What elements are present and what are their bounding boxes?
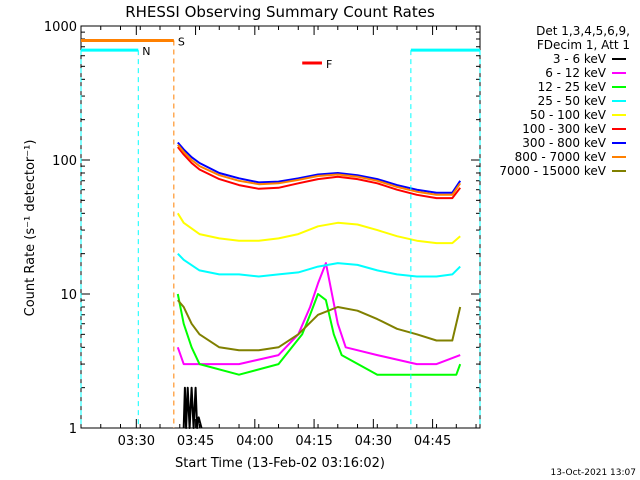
x-tick-label: 04:30: [355, 434, 392, 449]
legend-label: 50 - 100 keV: [530, 108, 607, 122]
series-line: [177, 253, 461, 278]
x-tick-label: 04:00: [236, 434, 273, 449]
series-line: [177, 144, 462, 196]
series-layer: [176, 141, 462, 429]
series-line: [176, 262, 461, 366]
series-line: [182, 386, 203, 429]
legend-label: 100 - 300 keV: [522, 122, 606, 136]
x-tick-label: 04:15: [295, 434, 332, 449]
legend-label: 800 - 7000 keV: [515, 150, 607, 164]
chart-title: RHESSI Observing Summary Count Rates: [125, 3, 435, 21]
legend: Det 1,3,4,5,6,9,FDecim 1, Att 13 - 6 keV…: [499, 24, 630, 178]
legend-label: 12 - 25 keV: [538, 80, 607, 94]
legend-label: 25 - 50 keV: [538, 94, 607, 108]
legend-label: 6 - 12 keV: [545, 66, 607, 80]
x-axis-label: Start Time (13-Feb-02 03:16:02): [175, 456, 385, 471]
legend-label: 7000 - 15000 keV: [499, 164, 606, 178]
series-line: [177, 299, 462, 352]
series-line: [176, 293, 462, 376]
footer-timestamp: 13-Oct-2021 13:07: [551, 468, 636, 478]
legend-label: 3 - 6 keV: [553, 52, 607, 66]
series-line: [177, 141, 462, 194]
x-tick-label: 03:30: [118, 434, 155, 449]
y-tick-label: 100: [52, 154, 77, 169]
legend-label: 300 - 800 keV: [522, 136, 606, 150]
x-tick-label: 03:45: [177, 434, 214, 449]
y-axis-label: Count Rate (s⁻¹ detector⁻¹): [23, 140, 38, 317]
legend-header: Det 1,3,4,5,6,9,: [536, 24, 630, 38]
y-tick-label: 10: [60, 288, 77, 303]
annotation-layer: N S F: [80, 35, 481, 428]
flag-label: N: [142, 45, 150, 58]
y-tick-label: 1000: [44, 20, 77, 35]
flag-label: S: [178, 35, 185, 48]
y-tick-label: 1: [69, 422, 77, 437]
series-line: [176, 212, 461, 245]
flag-label: F: [326, 58, 332, 71]
x-tick-label: 04:45: [414, 434, 451, 449]
series-line: [177, 146, 461, 200]
plot-frame: 03:30 03:45 04:00 04:15 04:30 04:45 1 10 100 1000: [44, 20, 481, 449]
plot-border: [80, 25, 481, 429]
legend-header: FDecim 1, Att 1: [537, 38, 630, 52]
